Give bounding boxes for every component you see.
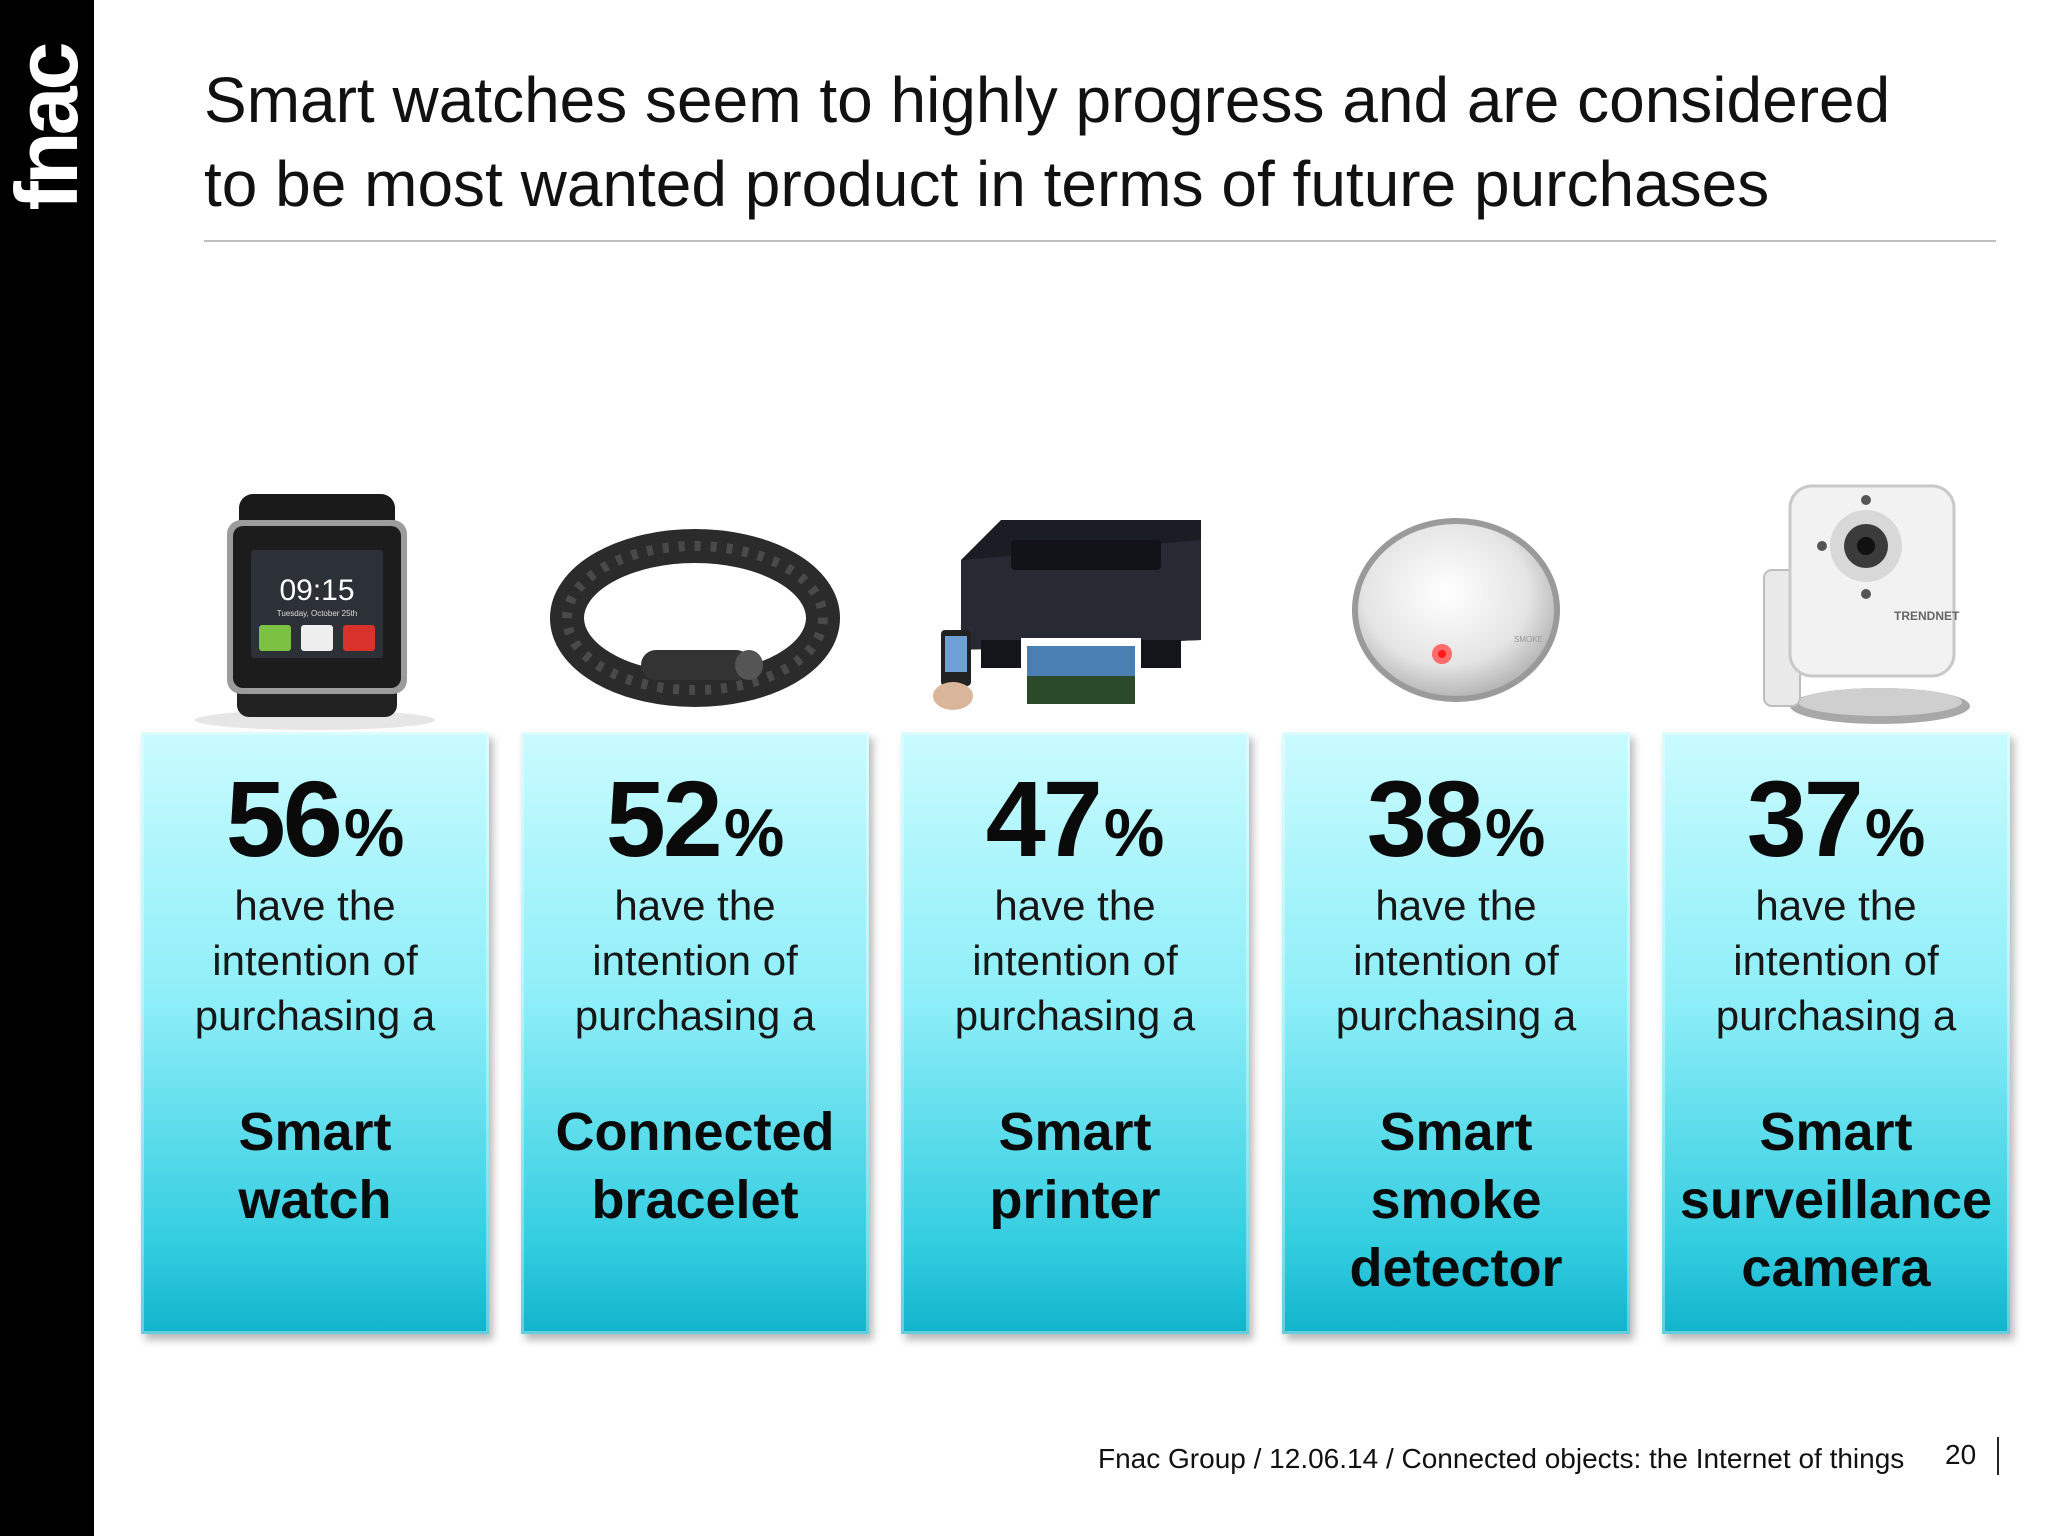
- percentage: 56%: [141, 756, 489, 879]
- stat-description: have the intention of purchasing a: [1662, 878, 2010, 1043]
- stat-description: have the intention of purchasing a: [521, 878, 869, 1043]
- percentage-value: 37: [1746, 758, 1864, 879]
- product-line: watch: [238, 1170, 392, 1230]
- stat-column-smart-surveillance-camera: TRENDNET 37% have the intention of purch…: [1662, 470, 2010, 1340]
- desc-line: intention of: [1353, 937, 1559, 984]
- percentage-value: 56: [225, 758, 343, 879]
- percent-sign: %: [1864, 795, 1926, 871]
- desc-line: intention of: [1733, 937, 1939, 984]
- desc-line: have the: [1375, 882, 1537, 929]
- product-name: Connected bracelet: [513, 1098, 877, 1234]
- stat-column-smart-smoke-detector: SMOKE 38% have the intention of purchasi…: [1282, 470, 1630, 1340]
- smoke-detector-image: SMOKE: [1282, 470, 1630, 732]
- slide-title-line-2: to be most wanted product in terms of fu…: [204, 148, 1770, 220]
- surveillance-camera-image: TRENDNET: [1662, 470, 2010, 732]
- desc-line: have the: [614, 882, 776, 929]
- percentage: 52%: [521, 756, 869, 879]
- fitness-bracelet-image: [521, 470, 869, 732]
- desc-line: purchasing a: [574, 992, 816, 1039]
- stat-card: 56% have the intention of purchasing a S…: [141, 732, 489, 1334]
- product-name: Smart surveillance camera: [1654, 1098, 2018, 1302]
- title-divider: [204, 240, 1996, 242]
- stat-card: 47% have the intention of purchasing a S…: [901, 732, 1249, 1334]
- desc-line: intention of: [592, 937, 798, 984]
- desc-line: intention of: [972, 937, 1178, 984]
- percentage-value: 47: [985, 758, 1103, 879]
- product-line: Smart: [1759, 1102, 1913, 1162]
- stat-column-smart-printer: 47% have the intention of purchasing a S…: [901, 470, 1249, 1340]
- percent-sign: %: [1103, 795, 1165, 871]
- product-name: Smart printer: [893, 1098, 1257, 1234]
- brand-sidebar: fnac: [0, 0, 96, 1536]
- desc-line: purchasing a: [1335, 992, 1577, 1039]
- percent-sign: %: [723, 795, 785, 871]
- desc-line: purchasing a: [954, 992, 1196, 1039]
- product-line: bracelet: [591, 1170, 799, 1230]
- product-line: detector: [1349, 1238, 1563, 1298]
- percentage: 38%: [1282, 756, 1630, 879]
- product-line: smoke: [1370, 1170, 1542, 1230]
- stat-column-smart-watch: 09:15 Tuesday, October 25th 56% have the…: [141, 470, 489, 1340]
- desc-line: have the: [1755, 882, 1917, 929]
- percent-sign: %: [343, 795, 405, 871]
- stat-card: 38% have the intention of purchasing a S…: [1282, 732, 1630, 1334]
- stat-card: 52% have the intention of purchasing a C…: [521, 732, 869, 1334]
- product-line: Smart: [238, 1102, 392, 1162]
- fnac-logo: fnac: [0, 45, 96, 211]
- smart-watch-image: 09:15 Tuesday, October 25th: [141, 470, 489, 732]
- desc-line: intention of: [212, 937, 418, 984]
- stat-description: have the intention of purchasing a: [1282, 878, 1630, 1043]
- product-line: Connected: [555, 1102, 835, 1162]
- percentage: 47%: [901, 756, 1249, 879]
- product-line: surveillance: [1679, 1170, 1993, 1230]
- page-number: 20: [1945, 1439, 1977, 1470]
- percent-sign: %: [1484, 795, 1546, 871]
- watch-date: Tuesday, October 25th: [277, 609, 358, 618]
- percentage-value: 52: [605, 758, 723, 879]
- slide-title: Smart watches seem to highly progress an…: [204, 58, 2024, 226]
- stat-column-connected-bracelet: 52% have the intention of purchasing a C…: [521, 470, 869, 1340]
- desc-line: purchasing a: [194, 992, 436, 1039]
- footer-source: Fnac Group / 12.06.14 / Connected object…: [1098, 1443, 1905, 1474]
- product-line: Smart: [998, 1102, 1152, 1162]
- printer-image: [901, 470, 1249, 732]
- product-name: Smart smoke detector: [1274, 1098, 1638, 1302]
- product-line: Smart: [1379, 1102, 1533, 1162]
- svg-text:TRENDNET: TRENDNET: [1894, 609, 1960, 623]
- percentage-value: 38: [1366, 758, 1484, 879]
- desc-line: purchasing a: [1715, 992, 1957, 1039]
- svg-text:SMOKE: SMOKE: [1514, 635, 1543, 644]
- product-line: printer: [989, 1170, 1161, 1230]
- desc-line: have the: [234, 882, 396, 929]
- stat-card: 37% have the intention of purchasing a S…: [1662, 732, 2010, 1334]
- product-name: Smart watch: [133, 1098, 497, 1234]
- slide-title-line-1: Smart watches seem to highly progress an…: [204, 64, 1891, 136]
- stat-description: have the intention of purchasing a: [141, 878, 489, 1043]
- stat-description: have the intention of purchasing a: [901, 878, 1249, 1043]
- percentage: 37%: [1662, 756, 2010, 879]
- watch-time: 09:15: [279, 574, 354, 607]
- product-line: camera: [1741, 1238, 1931, 1298]
- desc-line: have the: [994, 882, 1156, 929]
- page-number-divider: [1997, 1437, 1999, 1475]
